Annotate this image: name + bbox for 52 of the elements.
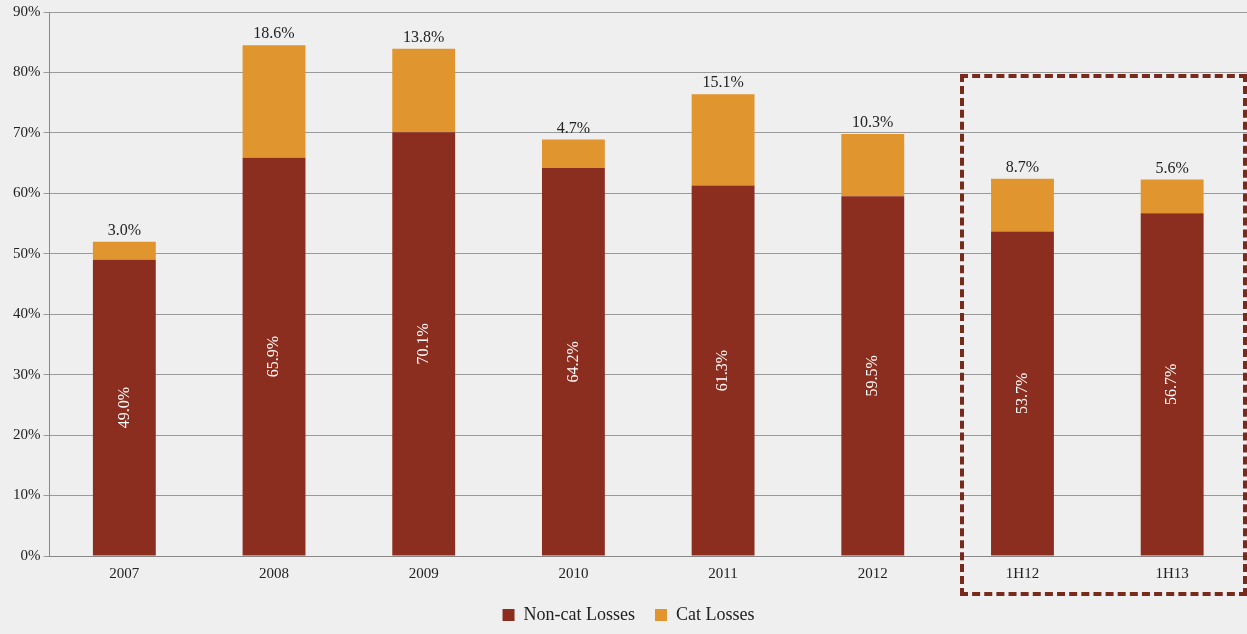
data-label: 5.6% <box>1155 158 1189 176</box>
bar <box>392 48 456 133</box>
y-tick-label: 60% <box>13 184 41 201</box>
bar <box>242 45 306 158</box>
data-label: 56.7% <box>1162 363 1180 406</box>
data-label: 59.5% <box>862 355 880 397</box>
data-label: 61.3% <box>713 349 731 392</box>
data-label: 70.1% <box>413 323 431 365</box>
y-tick-label: 0% <box>20 546 41 563</box>
x-tick-label: 2009 <box>408 564 439 581</box>
legend-label: Non-cat Losses <box>523 603 635 624</box>
data-label: 13.8% <box>403 28 445 46</box>
y-tick-label: 90% <box>13 2 41 19</box>
bar <box>392 132 456 556</box>
data-label: 3.0% <box>107 220 141 238</box>
bar <box>92 259 156 556</box>
x-tick-label: 1H12 <box>1005 564 1040 581</box>
bar <box>541 167 605 556</box>
bar <box>1140 179 1204 214</box>
y-tick-label: 50% <box>13 244 41 261</box>
x-tick-label: 2012 <box>857 564 888 581</box>
x-tick-label: 1H13 <box>1155 564 1189 581</box>
data-label: 18.6% <box>253 24 295 42</box>
data-label: 65.9% <box>264 335 282 378</box>
bar <box>541 139 605 168</box>
x-tick-label: 2007 <box>109 564 140 581</box>
y-tick-label: 10% <box>13 486 41 503</box>
x-tick-label: 2008 <box>259 564 290 581</box>
y-tick-label: 30% <box>13 365 41 382</box>
x-tick-label: 2010 <box>558 564 589 581</box>
data-label: 4.7% <box>556 118 591 136</box>
y-tick-label: 70% <box>13 123 41 140</box>
y-tick-label: 40% <box>13 305 41 322</box>
data-label: 15.1% <box>702 73 744 91</box>
data-label: 49.0% <box>114 387 132 429</box>
bar <box>991 231 1054 556</box>
y-tick-label: 20% <box>13 426 41 443</box>
x-tick-label: 2011 <box>708 564 738 581</box>
data-label: 8.7% <box>1005 158 1040 176</box>
bar <box>841 196 905 556</box>
data-label: 53.7% <box>1012 372 1030 415</box>
bar <box>991 178 1054 232</box>
bar <box>841 134 905 197</box>
bar <box>242 157 306 556</box>
legend-label: Cat Losses <box>675 603 755 624</box>
bar <box>691 94 755 186</box>
data-label: 64.2% <box>563 341 581 383</box>
bar <box>1140 213 1204 556</box>
y-tick-label: 80% <box>13 63 41 80</box>
bar <box>92 241 156 260</box>
bar <box>691 185 755 556</box>
data-label: 10.3% <box>852 113 894 131</box>
